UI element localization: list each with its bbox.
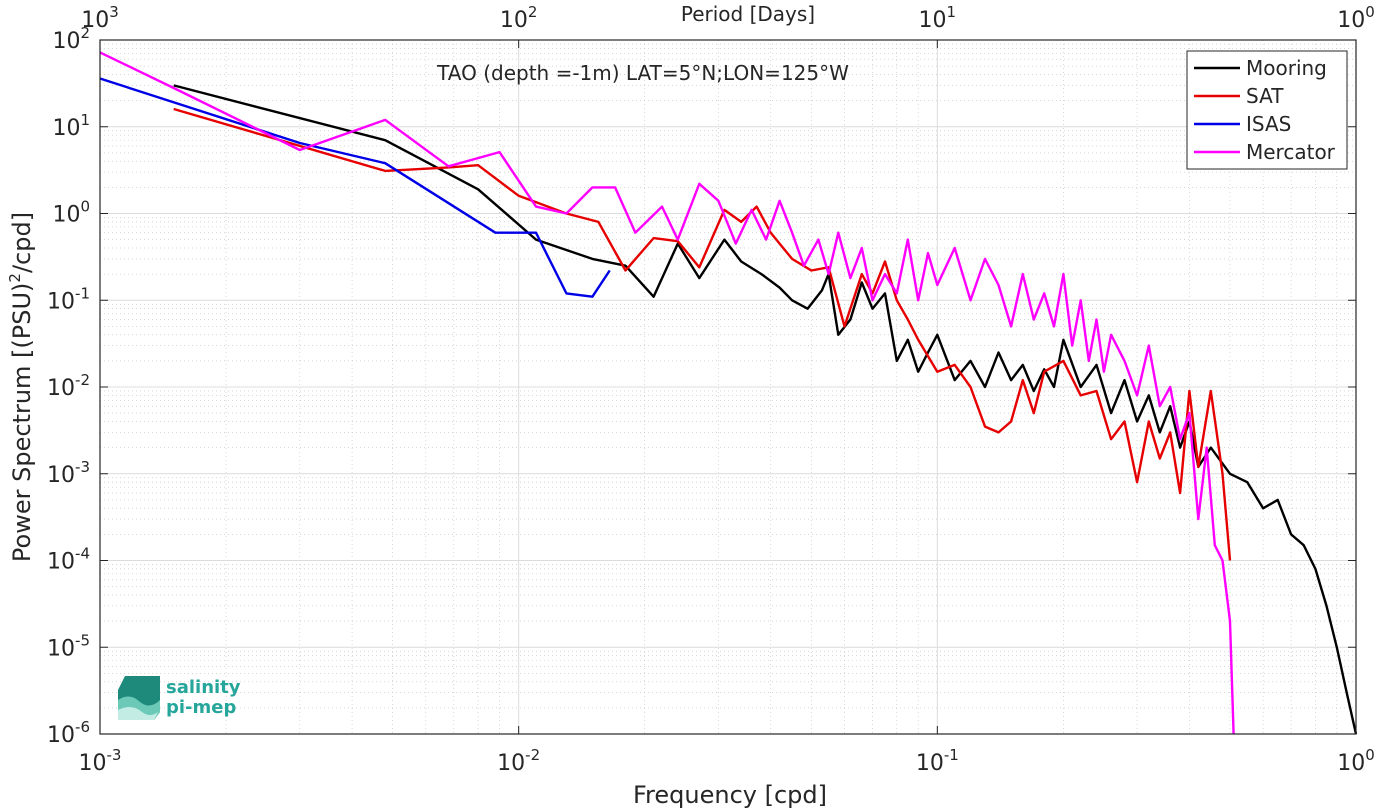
top-tick-label: 101 [919, 3, 957, 33]
x-tick-label: 10-3 [79, 746, 122, 776]
x-axis-label: Frequency [cpd] [633, 781, 827, 809]
series-line-mercator [99, 51, 1235, 735]
top-axis-label: Period [Days] [681, 2, 815, 26]
tick-marks [99, 39, 1357, 735]
x-tick-label: 10-1 [916, 746, 959, 776]
y-axis-label-main: Power Spectrum [(PSU) [8, 283, 36, 562]
salinity-pi-mep-logo: salinity pi-mep [118, 676, 241, 720]
y-axis-label: Power Spectrum [(PSU)2/cpd] [6, 212, 36, 562]
series-line-sat [173, 107, 1232, 561]
chart-title: TAO (depth =-1m) LAT=5°N;LON=125°W [436, 61, 849, 85]
logo-line1: salinity [166, 677, 241, 698]
legend-label-isas: ISAS [1246, 112, 1291, 136]
y-tick-label: 10-6 [47, 718, 90, 748]
legend-label-mercator: Mercator [1246, 140, 1336, 164]
y-tick-label: 10-5 [47, 631, 90, 661]
y-tick-label: 102 [52, 24, 90, 54]
y-axis-label-sup: 2 [6, 273, 24, 283]
y-tick-label: 100 [52, 198, 90, 228]
series-line-isas [99, 77, 611, 298]
x-tick-label: 10-2 [497, 746, 540, 776]
top-tick-label: 102 [500, 3, 538, 33]
series-lines [99, 51, 1358, 735]
top-tick-labels: 103 102 101 100 [81, 3, 1375, 33]
x-tick-labels: 10-3 10-2 10-1 100 [79, 746, 1375, 776]
legend-label-mooring: Mooring [1246, 56, 1327, 80]
top-tick-label: 103 [81, 3, 119, 33]
y-tick-label: 10-3 [47, 458, 90, 488]
logo-line2: pi-mep [166, 697, 236, 718]
y-tick-labels: 102 101 100 10-1 10-2 10-3 10-4 10-5 10-6 [47, 24, 90, 748]
y-tick-label: 101 [52, 111, 90, 141]
legend-label-sat: SAT [1246, 84, 1284, 108]
top-tick-label: 100 [1337, 3, 1375, 33]
legend: Mooring SAT ISAS Mercator [1186, 50, 1348, 170]
y-axis-label-tail: /cpd] [8, 212, 36, 273]
grid [99, 39, 1357, 735]
series-line-mooring [173, 84, 1358, 735]
y-tick-label: 10-1 [47, 284, 90, 314]
legend-box [1186, 50, 1348, 170]
x-tick-label: 100 [1337, 746, 1375, 776]
y-tick-label: 10-2 [47, 371, 90, 401]
y-tick-label: 10-4 [47, 545, 90, 575]
